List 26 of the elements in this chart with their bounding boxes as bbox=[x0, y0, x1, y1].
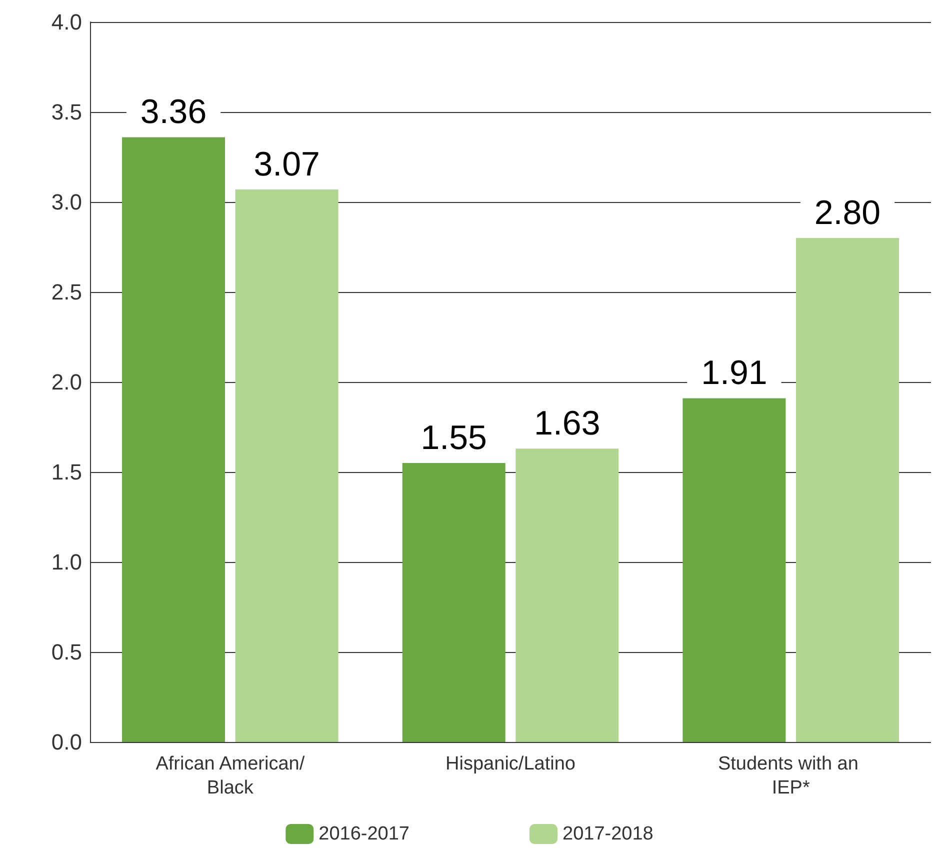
data-label: 1.91 bbox=[701, 354, 768, 392]
y-tick-label: 2.0 bbox=[51, 370, 82, 394]
bar bbox=[402, 463, 506, 742]
bar bbox=[122, 137, 226, 742]
y-tick-label: 3.0 bbox=[51, 190, 82, 214]
y-tick-label: 0.5 bbox=[51, 640, 82, 664]
bar bbox=[516, 448, 619, 742]
y-tick-label: 1.5 bbox=[51, 460, 82, 484]
data-label: 3.07 bbox=[254, 145, 320, 184]
data-label: 1.63 bbox=[534, 404, 600, 443]
data-label: 1.55 bbox=[420, 419, 487, 457]
y-tick-label: 4.0 bbox=[51, 10, 82, 34]
y-tick-label: 2.5 bbox=[51, 280, 82, 304]
x-tick-label: African American/Black bbox=[156, 754, 306, 798]
legend-label: 2016-2017 bbox=[318, 824, 410, 844]
x-tick-label: Hispanic/Latino bbox=[446, 754, 576, 774]
bar bbox=[796, 238, 899, 742]
y-tick-label: 0.0 bbox=[51, 730, 82, 754]
y-tick-label: 1.0 bbox=[51, 550, 82, 574]
y-tick-label: 3.5 bbox=[51, 100, 82, 124]
x-tick-label: Students with an IEP* bbox=[718, 754, 864, 798]
bar bbox=[235, 189, 338, 742]
legend-label: 2017-2018 bbox=[562, 824, 654, 844]
bar bbox=[682, 398, 786, 742]
data-label: 3.36 bbox=[140, 93, 207, 132]
data-label: 2.80 bbox=[814, 194, 881, 232]
